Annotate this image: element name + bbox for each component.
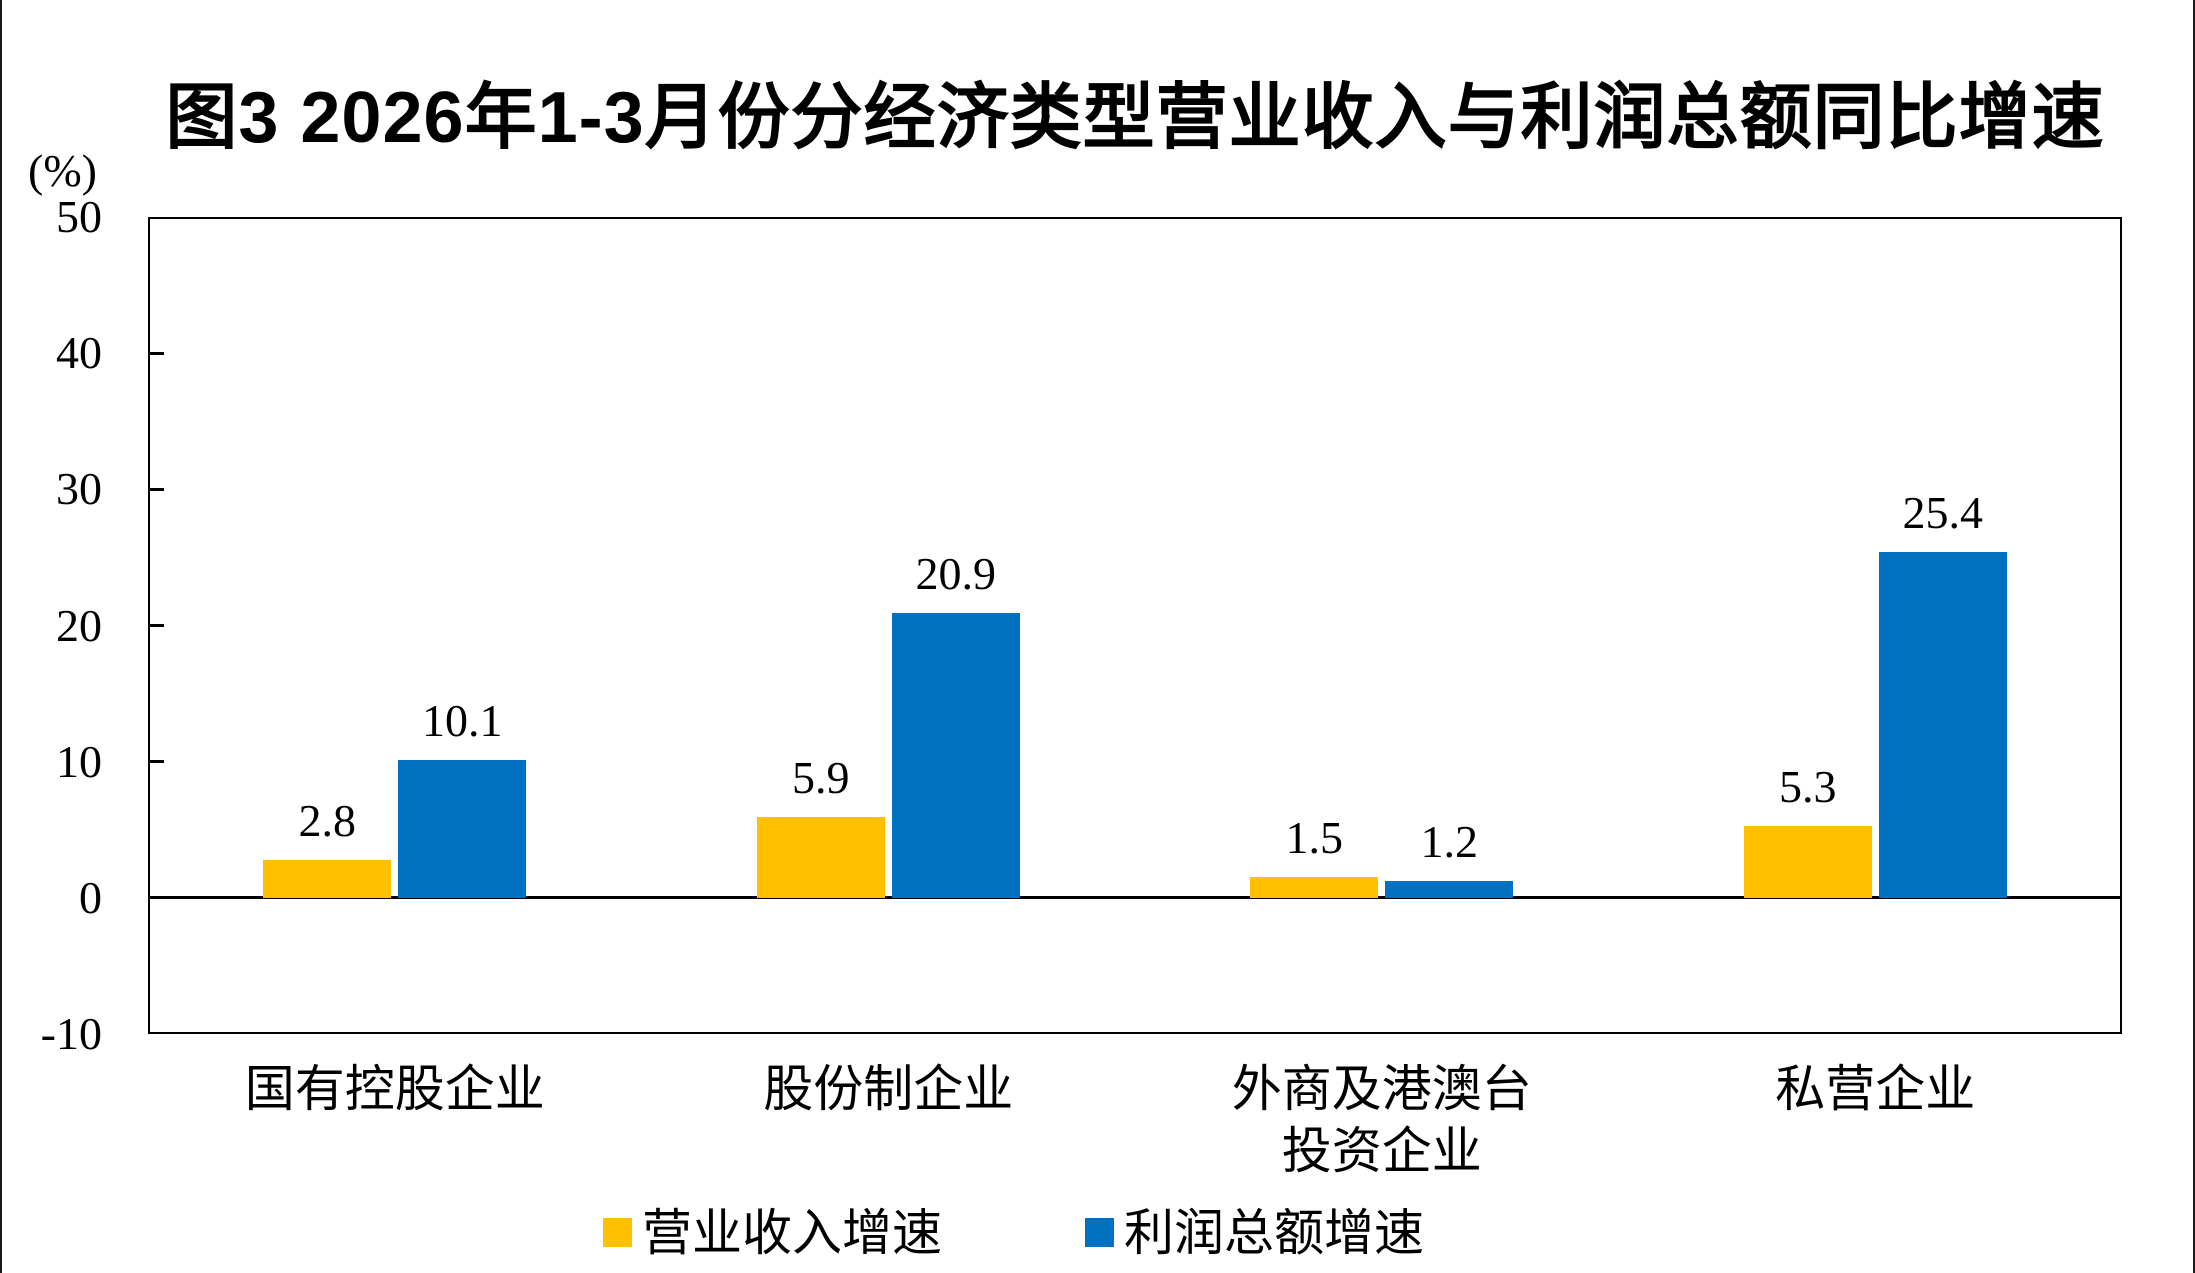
bar-value-label: 25.4 [1902, 486, 1984, 538]
y-axis-tick-mark [148, 487, 164, 491]
bar-series1-cat2 [1385, 881, 1514, 898]
page-left-border [0, 0, 2, 1273]
bar-value-label: 1.2 [1420, 816, 1479, 868]
y-axis-tick-label: 30 [56, 463, 102, 515]
legend-swatch-profit [1085, 1218, 1114, 1247]
bar-series1-cat0 [398, 760, 527, 898]
x-axis-zero-line [148, 896, 2122, 900]
chart-title: 图3 2026年1-3月份分经济类型营业收入与利润总额同比增速 [165, 78, 2105, 158]
x-axis-category-label: 股份制企业 [763, 1061, 1014, 1117]
y-axis-tick-mark [148, 351, 164, 355]
y-axis-tick-mark [148, 896, 164, 900]
y-axis-tick-label: -10 [40, 1008, 102, 1059]
bar-value-label: 2.8 [298, 794, 357, 846]
bar-value-label: 10.1 [422, 695, 503, 747]
bar-series0-cat3 [1743, 825, 1872, 898]
bar-series0-cat0 [263, 859, 392, 898]
x-axis-category-label: 外商及港澳台 投资企业 [1231, 1061, 1532, 1179]
legend-label-profit: 利润总额增速 [1124, 1205, 1424, 1261]
y-axis-tick-label: 50 [56, 191, 102, 242]
y-axis-tick-label: 10 [56, 735, 102, 787]
page-right-border [2193, 0, 2195, 1273]
plot-area [148, 217, 2122, 1034]
bar-value-label: 5.9 [792, 752, 850, 804]
bar-series0-cat2 [1250, 877, 1379, 898]
y-axis-unit-label: (%) [28, 145, 97, 196]
bar-value-label: 5.3 [1779, 760, 1837, 812]
legend-swatch-revenue [603, 1218, 632, 1247]
y-axis-tick-mark [148, 760, 164, 764]
y-axis-tick-label: 0 [79, 871, 102, 923]
y-axis-tick-label: 40 [56, 327, 102, 379]
y-axis-tick-label: 20 [56, 599, 102, 651]
bar-series0-cat1 [756, 817, 885, 898]
bar-series1-cat1 [891, 613, 1020, 898]
x-axis-category-label: 私营企业 [1775, 1061, 1976, 1117]
bar-value-label: 20.9 [915, 548, 997, 600]
bar-series1-cat3 [1878, 551, 2007, 898]
bar-value-label: 1.5 [1285, 812, 1344, 864]
legend-label-revenue: 营业收入增速 [642, 1205, 942, 1261]
y-axis-tick-mark [148, 624, 164, 627]
x-axis-category-label: 国有控股企业 [244, 1061, 545, 1117]
